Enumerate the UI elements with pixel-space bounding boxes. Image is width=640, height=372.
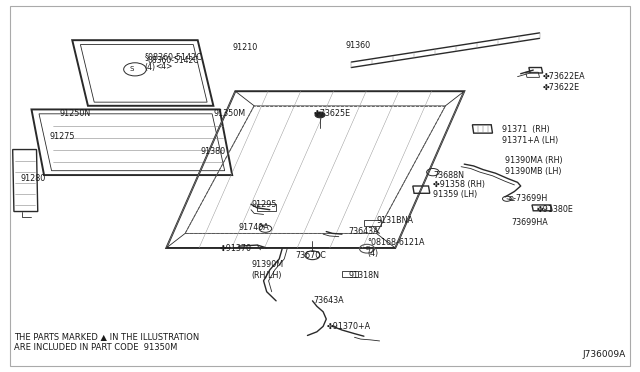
Text: ✤91370: ✤91370 [220,244,252,253]
Text: 91250N: 91250N [60,109,91,118]
Text: 73643A: 73643A [348,227,379,236]
Text: B: B [365,246,369,251]
Text: 91350M: 91350M [213,109,246,118]
Text: o-73699H: o-73699H [508,194,547,203]
Text: ✤91370+A: ✤91370+A [326,322,371,331]
Text: ✤73622EA
✤73622E: ✤73622EA ✤73622E [543,73,586,92]
Text: 91390M
(RH/LH): 91390M (RH/LH) [251,260,283,279]
Text: ✤91358 (RH)
91359 (LH): ✤91358 (RH) 91359 (LH) [433,180,485,199]
Text: 73643A: 73643A [314,296,344,305]
Text: 91275: 91275 [49,132,74,141]
Text: 91280: 91280 [20,174,45,183]
Text: 73688N: 73688N [433,171,464,180]
Text: 73670C: 73670C [295,251,326,260]
Text: 91318N: 91318N [348,271,380,280]
Text: S: S [130,66,134,72]
Text: 08360-5142C: 08360-5142C [148,56,199,65]
Text: ✤73625E: ✤73625E [314,109,351,118]
Circle shape [315,112,325,118]
Text: 91371  (RH)
91371+A (LH): 91371 (RH) 91371+A (LH) [502,125,558,145]
Text: 91360: 91360 [345,41,370,50]
Text: 9131BNA: 9131BNA [376,216,413,225]
Text: 73699HA: 73699HA [511,218,548,227]
Text: 91390MA (RH)
91390MB (LH): 91390MA (RH) 91390MB (LH) [505,156,563,176]
Text: 91740A: 91740A [239,224,269,232]
Text: ✤91380E: ✤91380E [536,205,573,214]
Text: J736009A: J736009A [583,350,626,359]
Text: 91380: 91380 [201,147,226,156]
Text: THE PARTS MARKED ▲ IN THE ILLUSTRATION
ARE INCLUDED IN PART CODE  91350M: THE PARTS MARKED ▲ IN THE ILLUSTRATION A… [14,332,199,352]
Text: <4>: <4> [156,62,173,71]
Text: 91295: 91295 [251,200,276,209]
Text: 91210: 91210 [232,43,257,52]
Text: °08168-6121A
(4): °08168-6121A (4) [367,238,424,258]
Text: §08360-5142C
(4): §08360-5142C (4) [145,52,202,72]
